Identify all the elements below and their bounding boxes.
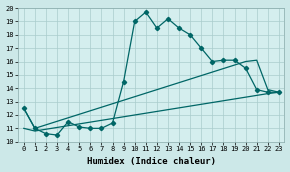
X-axis label: Humidex (Indice chaleur): Humidex (Indice chaleur)	[87, 157, 216, 166]
